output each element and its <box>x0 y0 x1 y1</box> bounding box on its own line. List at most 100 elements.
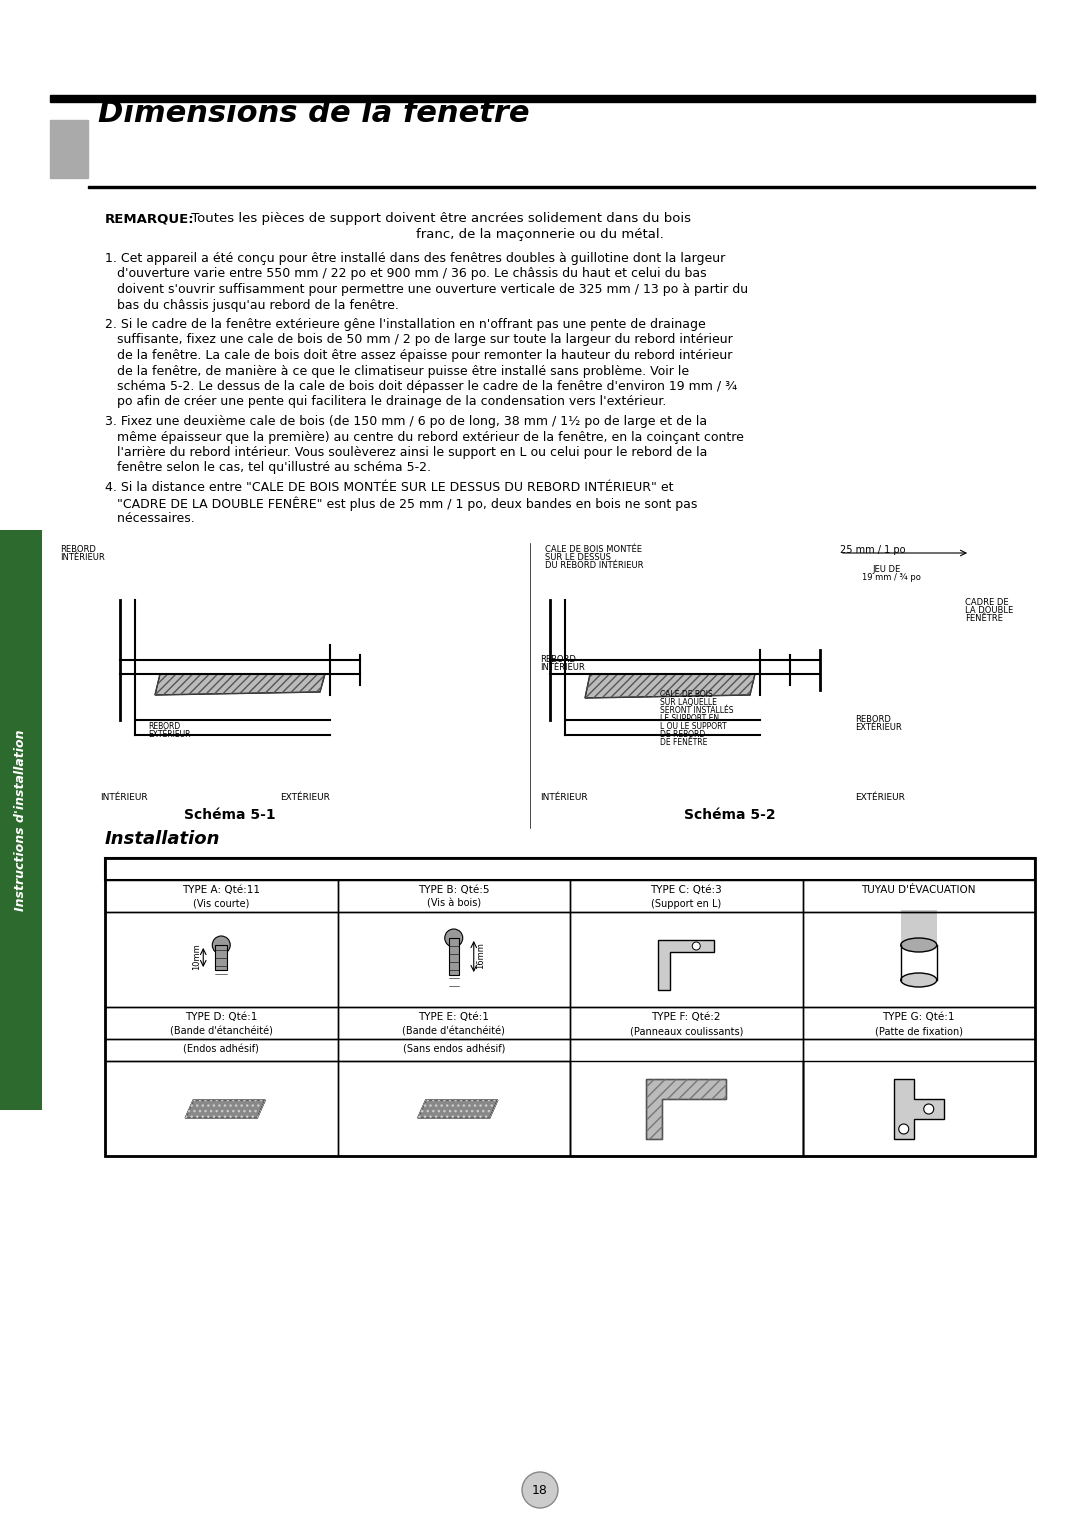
Polygon shape <box>585 674 755 699</box>
Text: 19 mm / ¾ po: 19 mm / ¾ po <box>862 573 921 582</box>
Text: (Vis à bois): (Vis à bois) <box>427 899 481 908</box>
Bar <box>50 96 1035 102</box>
Text: LA DOUBLE: LA DOUBLE <box>966 606 1013 615</box>
Text: Schéma 5-1: Schéma 5-1 <box>185 808 275 822</box>
Text: Instructions d'installation: Instructions d'installation <box>14 729 27 911</box>
Text: TYPE C: Qté:3: TYPE C: Qté:3 <box>650 886 723 895</box>
Text: bas du châssis jusqu'au rebord de la fenêtre.: bas du châssis jusqu'au rebord de la fen… <box>105 299 399 311</box>
Text: (Sans endos adhésif): (Sans endos adhésif) <box>403 1045 505 1056</box>
Text: REBORD: REBORD <box>540 655 576 664</box>
Bar <box>802 1039 1035 1060</box>
Circle shape <box>522 1472 558 1508</box>
Polygon shape <box>156 674 325 696</box>
Bar <box>570 1060 802 1156</box>
Text: INTÉRIEUR: INTÉRIEUR <box>540 662 584 671</box>
Text: L OU LE SUPPORT: L OU LE SUPPORT <box>660 722 727 731</box>
Text: 1. Cet appareil a été conçu pour être installé dans des fenêtres doubles à guill: 1. Cet appareil a été conçu pour être in… <box>105 252 726 264</box>
Text: 2. Si le cadre de la fenêtre extérieure gêne l'installation en n'offrant pas une: 2. Si le cadre de la fenêtre extérieure … <box>105 317 705 331</box>
Bar <box>337 1039 570 1060</box>
Text: 25 mm / 1 po: 25 mm / 1 po <box>840 545 905 554</box>
Bar <box>105 1039 337 1060</box>
Bar <box>337 880 570 911</box>
Text: fenêtre selon le cas, tel qu'illustré au schéma 5-2.: fenêtre selon le cas, tel qu'illustré au… <box>105 462 431 474</box>
Text: Schéma 5-2: Schéma 5-2 <box>685 808 775 822</box>
Text: 4. Si la distance entre "CALE DE BOIS MONTÉE SUR LE DESSUS DU REBORD INTÉRIEUR" : 4. Si la distance entre "CALE DE BOIS MO… <box>105 482 674 494</box>
Text: TUYAU D'ÉVACUATION: TUYAU D'ÉVACUATION <box>862 886 976 895</box>
Bar <box>105 880 337 911</box>
Bar <box>570 880 802 911</box>
Circle shape <box>923 1104 934 1113</box>
Text: SUR LAQUELLE: SUR LAQUELLE <box>660 699 717 706</box>
Bar <box>802 1039 1035 1156</box>
Text: JEU DE: JEU DE <box>872 565 901 574</box>
Text: CALE DE BOIS MONTÉE: CALE DE BOIS MONTÉE <box>545 545 642 554</box>
Text: EXTÉRIEUR: EXTÉRIEUR <box>855 723 902 732</box>
Text: INTÉRIEUR: INTÉRIEUR <box>100 793 148 802</box>
Text: TYPE A: Qté:11: TYPE A: Qté:11 <box>183 886 260 895</box>
Text: de la fenêtre, de manière à ce que le climatiseur puisse être installé sans prob: de la fenêtre, de manière à ce que le cl… <box>105 365 689 378</box>
Circle shape <box>445 930 462 946</box>
Text: de la fenêtre. La cale de bois doit être assez épaisse pour remonter la hauteur : de la fenêtre. La cale de bois doit être… <box>105 349 732 362</box>
Bar <box>87 185 1035 188</box>
Text: (Bande d'étanchéité): (Bande d'étanchéité) <box>170 1025 272 1036</box>
Text: (Patte de fixation): (Patte de fixation) <box>875 1025 962 1036</box>
Text: REBORD: REBORD <box>148 722 180 731</box>
Bar <box>570 911 802 1007</box>
Text: EXTÉRIEUR: EXTÉRIEUR <box>855 793 905 802</box>
Text: TYPE B: Qté:5: TYPE B: Qté:5 <box>418 886 489 895</box>
Text: 16mm: 16mm <box>476 943 485 969</box>
Bar <box>570 1039 802 1156</box>
Text: INTÉRIEUR: INTÉRIEUR <box>540 793 588 802</box>
Bar <box>105 911 337 1007</box>
Text: po afin de créer une pente qui facilitera le drainage de la condensation vers l': po afin de créer une pente qui faciliter… <box>105 395 666 409</box>
Text: 18: 18 <box>532 1484 548 1496</box>
Text: TYPE D: Qté:1: TYPE D: Qté:1 <box>185 1012 257 1022</box>
Bar <box>802 1060 1035 1156</box>
Text: CADRE DE: CADRE DE <box>966 598 1009 608</box>
Text: EXTÉRIEUR: EXTÉRIEUR <box>280 793 329 802</box>
Text: (Support en L): (Support en L) <box>651 899 721 908</box>
Ellipse shape <box>901 939 936 952</box>
Bar <box>337 1060 570 1156</box>
Bar <box>570 1039 802 1060</box>
Polygon shape <box>894 1078 944 1139</box>
Text: doivent s'ouvrir suffisamment pour permettre une ouverture verticale de 325 mm /: doivent s'ouvrir suffisamment pour perme… <box>105 283 748 296</box>
Text: même épaisseur que la première) au centre du rebord extérieur de la fenêtre, en : même épaisseur que la première) au centr… <box>105 430 744 444</box>
Text: TYPE G: Qté:1: TYPE G: Qté:1 <box>882 1012 955 1022</box>
Text: Toutes les pièces de support doivent être ancrées solidement dans du bois: Toutes les pièces de support doivent êtr… <box>187 213 691 225</box>
Polygon shape <box>418 1100 498 1118</box>
Text: SERONT INSTALLÉS: SERONT INSTALLÉS <box>660 706 733 715</box>
Text: DU REBORD INTÉRIEUR: DU REBORD INTÉRIEUR <box>545 561 644 570</box>
Text: schéma 5-2. Le dessus de la cale de bois doit dépasser le cadre de la fenêtre d': schéma 5-2. Le dessus de la cale de bois… <box>105 380 738 393</box>
Bar <box>0 530 42 1110</box>
Ellipse shape <box>901 974 936 987</box>
Text: Dimensions de la fenêtre: Dimensions de la fenêtre <box>98 99 529 128</box>
Text: MATÉRIEL REQUIS POUR L'INSTALLATION: MATÉRIEL REQUIS POUR L'INSTALLATION <box>434 863 705 875</box>
Polygon shape <box>186 1100 266 1118</box>
Text: REMARQUE:: REMARQUE: <box>105 213 194 225</box>
Text: (Vis courte): (Vis courte) <box>193 899 249 908</box>
Text: d'ouverture varie entre 550 mm / 22 po et 900 mm / 36 po. Le châssis du haut et : d'ouverture varie entre 550 mm / 22 po e… <box>105 267 706 281</box>
Bar <box>901 910 936 945</box>
Text: suffisante, fixez une cale de bois de 50 mm / 2 po de large sur toute la largeur: suffisante, fixez une cale de bois de 50… <box>105 334 732 346</box>
Text: 10mm: 10mm <box>192 943 201 971</box>
Bar <box>802 1007 1035 1039</box>
Bar <box>449 939 459 975</box>
Bar <box>802 911 1035 1007</box>
Text: CALE DE BOIS: CALE DE BOIS <box>660 690 713 699</box>
Text: LE SUPPORT EN: LE SUPPORT EN <box>660 714 719 723</box>
Bar <box>50 120 87 178</box>
Circle shape <box>692 942 700 949</box>
Text: EXTÉRIEUR: EXTÉRIEUR <box>148 731 190 740</box>
Polygon shape <box>658 940 714 990</box>
Circle shape <box>899 1124 908 1135</box>
Text: (Bande d'étanchéité): (Bande d'étanchéité) <box>403 1025 505 1036</box>
Text: nécessaires.: nécessaires. <box>105 512 194 526</box>
Polygon shape <box>646 1078 726 1139</box>
Text: 3. Fixez une deuxième cale de bois (de 150 mm / 6 po de long, 38 mm / 1½ po de l: 3. Fixez une deuxième cale de bois (de 1… <box>105 415 707 428</box>
Text: "CADRE DE LA DOUBLE FENÊRE" est plus de 25 mm / 1 po, deux bandes en bois ne son: "CADRE DE LA DOUBLE FENÊRE" est plus de … <box>105 497 698 510</box>
Circle shape <box>213 936 230 954</box>
Text: l'arrière du rebord intérieur. Vous soulèverez ainsi le support en L ou celui po: l'arrière du rebord intérieur. Vous soul… <box>105 447 707 459</box>
Text: (Panneaux coulissants): (Panneaux coulissants) <box>630 1025 743 1036</box>
Text: FENÊTRE: FENÊTRE <box>966 614 1003 623</box>
